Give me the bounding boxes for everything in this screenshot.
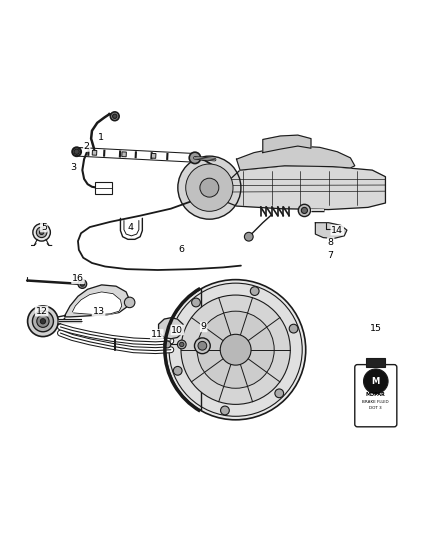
Polygon shape (159, 318, 183, 339)
Circle shape (36, 227, 47, 238)
Circle shape (244, 232, 253, 241)
Circle shape (181, 295, 290, 405)
Text: 8: 8 (328, 238, 334, 247)
Circle shape (39, 230, 44, 235)
Circle shape (40, 319, 46, 324)
Polygon shape (315, 223, 347, 238)
Text: 16: 16 (72, 274, 84, 283)
Circle shape (186, 164, 233, 211)
Circle shape (251, 287, 259, 295)
Text: 9: 9 (201, 322, 207, 332)
Circle shape (301, 207, 307, 214)
Circle shape (124, 297, 135, 308)
Text: DOT 3: DOT 3 (369, 406, 382, 410)
Circle shape (33, 223, 50, 241)
Text: 14: 14 (331, 225, 343, 235)
Circle shape (113, 114, 117, 118)
Text: 15: 15 (370, 324, 382, 333)
Polygon shape (65, 285, 129, 317)
Text: MOPAR: MOPAR (366, 392, 386, 397)
Text: 2: 2 (84, 142, 90, 151)
Polygon shape (237, 146, 355, 170)
Circle shape (78, 280, 87, 288)
Text: 3: 3 (71, 163, 77, 172)
Text: 7: 7 (328, 252, 334, 261)
Circle shape (74, 149, 79, 155)
Text: M: M (372, 377, 380, 386)
Circle shape (191, 298, 200, 307)
Polygon shape (263, 135, 311, 152)
Circle shape (37, 315, 49, 327)
Text: 5: 5 (41, 223, 47, 231)
Circle shape (220, 334, 251, 365)
Circle shape (28, 306, 58, 336)
Text: 12: 12 (35, 306, 48, 316)
Text: 4: 4 (127, 223, 134, 232)
Circle shape (180, 342, 184, 346)
Text: 13: 13 (92, 306, 105, 316)
Text: 6: 6 (179, 245, 185, 254)
Circle shape (177, 340, 186, 349)
Bar (95, 182, 112, 194)
Polygon shape (223, 166, 385, 209)
Bar (92, 150, 97, 155)
Circle shape (221, 406, 230, 415)
Circle shape (198, 342, 207, 350)
Circle shape (164, 341, 171, 348)
Circle shape (80, 282, 85, 286)
Circle shape (189, 152, 201, 164)
Circle shape (289, 324, 298, 333)
Circle shape (194, 338, 210, 354)
Circle shape (178, 156, 241, 219)
Circle shape (275, 389, 284, 398)
Circle shape (200, 178, 219, 197)
Text: 1: 1 (98, 133, 104, 142)
Bar (122, 152, 127, 157)
Circle shape (197, 311, 274, 388)
Text: 10: 10 (171, 326, 184, 335)
Text: 11: 11 (151, 330, 163, 339)
Circle shape (110, 112, 119, 120)
Text: BRAKE FLUID: BRAKE FLUID (363, 400, 389, 404)
Circle shape (72, 147, 81, 156)
Polygon shape (72, 292, 122, 314)
Circle shape (364, 369, 388, 393)
Bar (152, 154, 156, 158)
Circle shape (173, 366, 182, 375)
Circle shape (32, 311, 53, 332)
Circle shape (169, 283, 302, 416)
Circle shape (298, 204, 311, 216)
Bar (366, 358, 385, 367)
Circle shape (166, 280, 306, 420)
FancyBboxPatch shape (355, 365, 397, 427)
